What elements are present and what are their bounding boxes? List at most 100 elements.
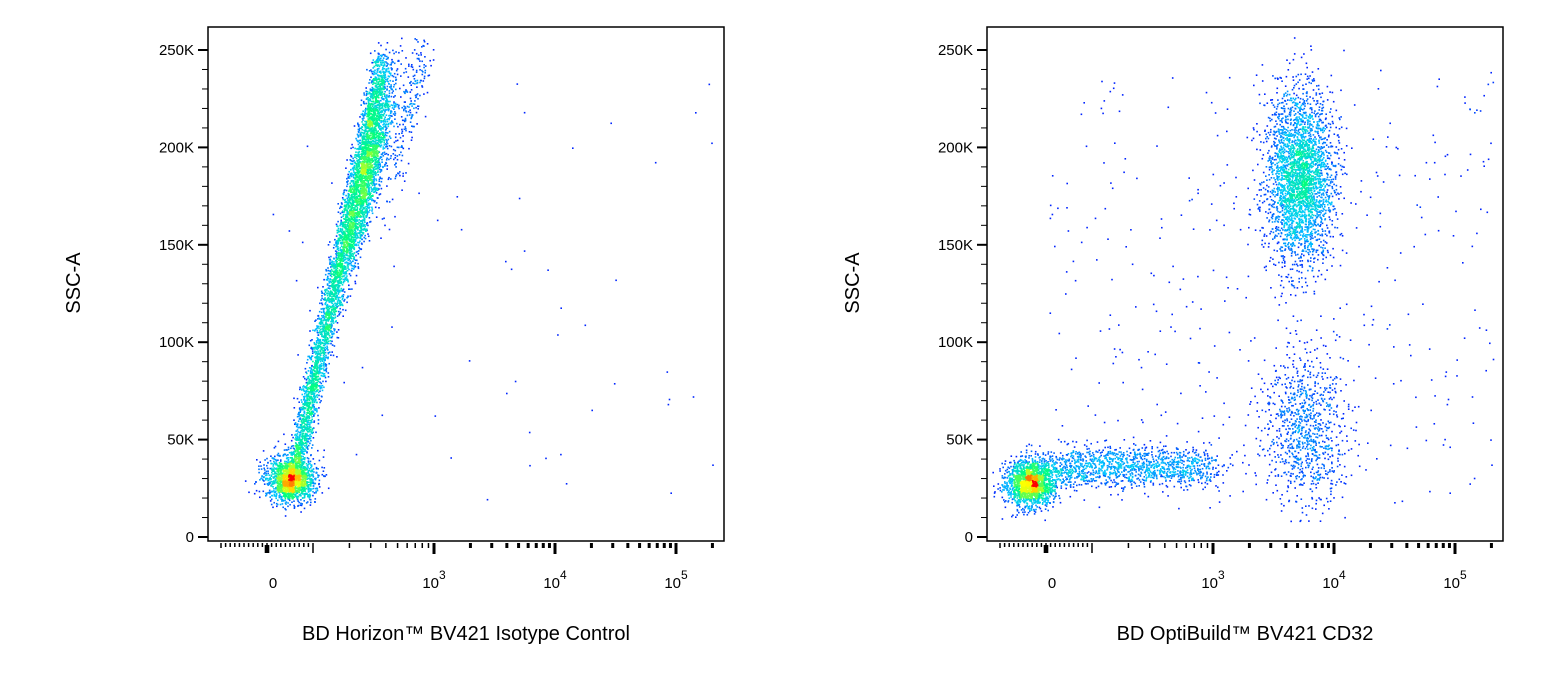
event-dot — [367, 118, 369, 120]
event-dot — [315, 467, 318, 470]
event-dot — [368, 136, 370, 138]
event-dot — [275, 492, 278, 495]
event-dot — [347, 265, 349, 268]
event-dot — [305, 467, 307, 469]
event-dot — [380, 57, 382, 60]
event-dot — [379, 61, 382, 64]
event-dot — [337, 337, 340, 339]
event-dot — [303, 496, 306, 499]
event-dot — [380, 89, 383, 91]
event-dot — [337, 329, 340, 331]
event-dot — [332, 283, 335, 285]
event-dot — [315, 319, 317, 321]
event-dot — [323, 325, 325, 327]
event-dot — [298, 471, 301, 474]
event-dot — [304, 402, 306, 405]
event-dot — [311, 390, 314, 393]
event-dot — [348, 248, 351, 250]
event-dot — [321, 322, 324, 324]
event-dot — [310, 391, 313, 394]
event-dot — [325, 367, 328, 370]
event-dot — [364, 143, 367, 145]
event-dot — [331, 324, 333, 326]
event-dot — [319, 365, 321, 368]
event-dot — [285, 470, 288, 472]
event-dot — [279, 494, 281, 496]
event-dot — [337, 298, 339, 300]
event-dot — [311, 481, 314, 483]
event-dot — [354, 192, 357, 195]
event-dot — [324, 338, 327, 341]
event-dot — [270, 503, 273, 506]
event-dot — [330, 268, 333, 271]
event-dot — [309, 330, 311, 332]
event-dot — [310, 398, 313, 400]
event-dot — [275, 495, 277, 498]
event-dot — [357, 123, 359, 126]
event-dot — [306, 417, 308, 420]
event-dot — [298, 479, 300, 482]
event-dot — [376, 57, 379, 60]
event-dot — [327, 272, 330, 275]
event-dot — [342, 213, 345, 216]
event-dot — [365, 121, 368, 124]
event-dot — [301, 484, 304, 487]
event-dot — [296, 495, 299, 498]
event-dot — [348, 199, 351, 202]
event-dot — [336, 284, 339, 286]
event-dot — [317, 318, 319, 320]
event-dot — [321, 357, 324, 360]
event-dot — [315, 477, 317, 480]
event-dot — [285, 482, 287, 485]
event-dot — [282, 453, 285, 456]
event-dot — [305, 381, 308, 384]
event-dot — [300, 502, 302, 505]
event-dot — [312, 437, 315, 439]
event-dot — [338, 257, 340, 259]
event-dot — [334, 286, 336, 289]
event-dot — [285, 490, 287, 493]
event-dot — [301, 393, 304, 396]
event-dot — [354, 172, 356, 174]
event-dot — [312, 482, 314, 484]
event-dot — [302, 429, 305, 431]
event-dot — [367, 139, 370, 141]
event-dot — [359, 139, 362, 142]
event-dot — [345, 189, 348, 192]
event-dot — [363, 94, 366, 96]
event-dot — [294, 449, 296, 452]
event-dot — [315, 340, 318, 342]
event-dot — [360, 131, 362, 134]
event-dot — [335, 243, 338, 245]
event-dot — [294, 487, 296, 489]
event-dot — [327, 356, 329, 359]
event-dot — [315, 365, 317, 367]
event-dot — [280, 491, 282, 493]
event-dot — [337, 231, 340, 233]
event-dot — [316, 488, 319, 490]
event-dot — [281, 498, 284, 501]
event-dot — [312, 347, 314, 349]
event-dot — [323, 475, 325, 477]
event-dot — [282, 464, 284, 467]
event-dot — [265, 492, 268, 495]
event-dot — [383, 77, 386, 80]
event-dot — [305, 450, 307, 452]
event-dot — [381, 54, 384, 56]
event-dot — [345, 219, 347, 222]
event-dot — [330, 315, 332, 317]
event-dot — [323, 332, 326, 335]
event-dot — [309, 437, 312, 440]
event-dot — [299, 446, 302, 448]
event-dot — [263, 464, 265, 466]
event-dot — [302, 403, 304, 406]
event-dot — [287, 480, 290, 483]
event-dot — [321, 334, 323, 336]
event-dot — [372, 59, 375, 61]
event-dot — [337, 227, 340, 230]
event-dot — [343, 211, 346, 213]
event-dot — [379, 92, 382, 95]
event-dot — [320, 317, 323, 320]
event-dot — [277, 465, 280, 468]
